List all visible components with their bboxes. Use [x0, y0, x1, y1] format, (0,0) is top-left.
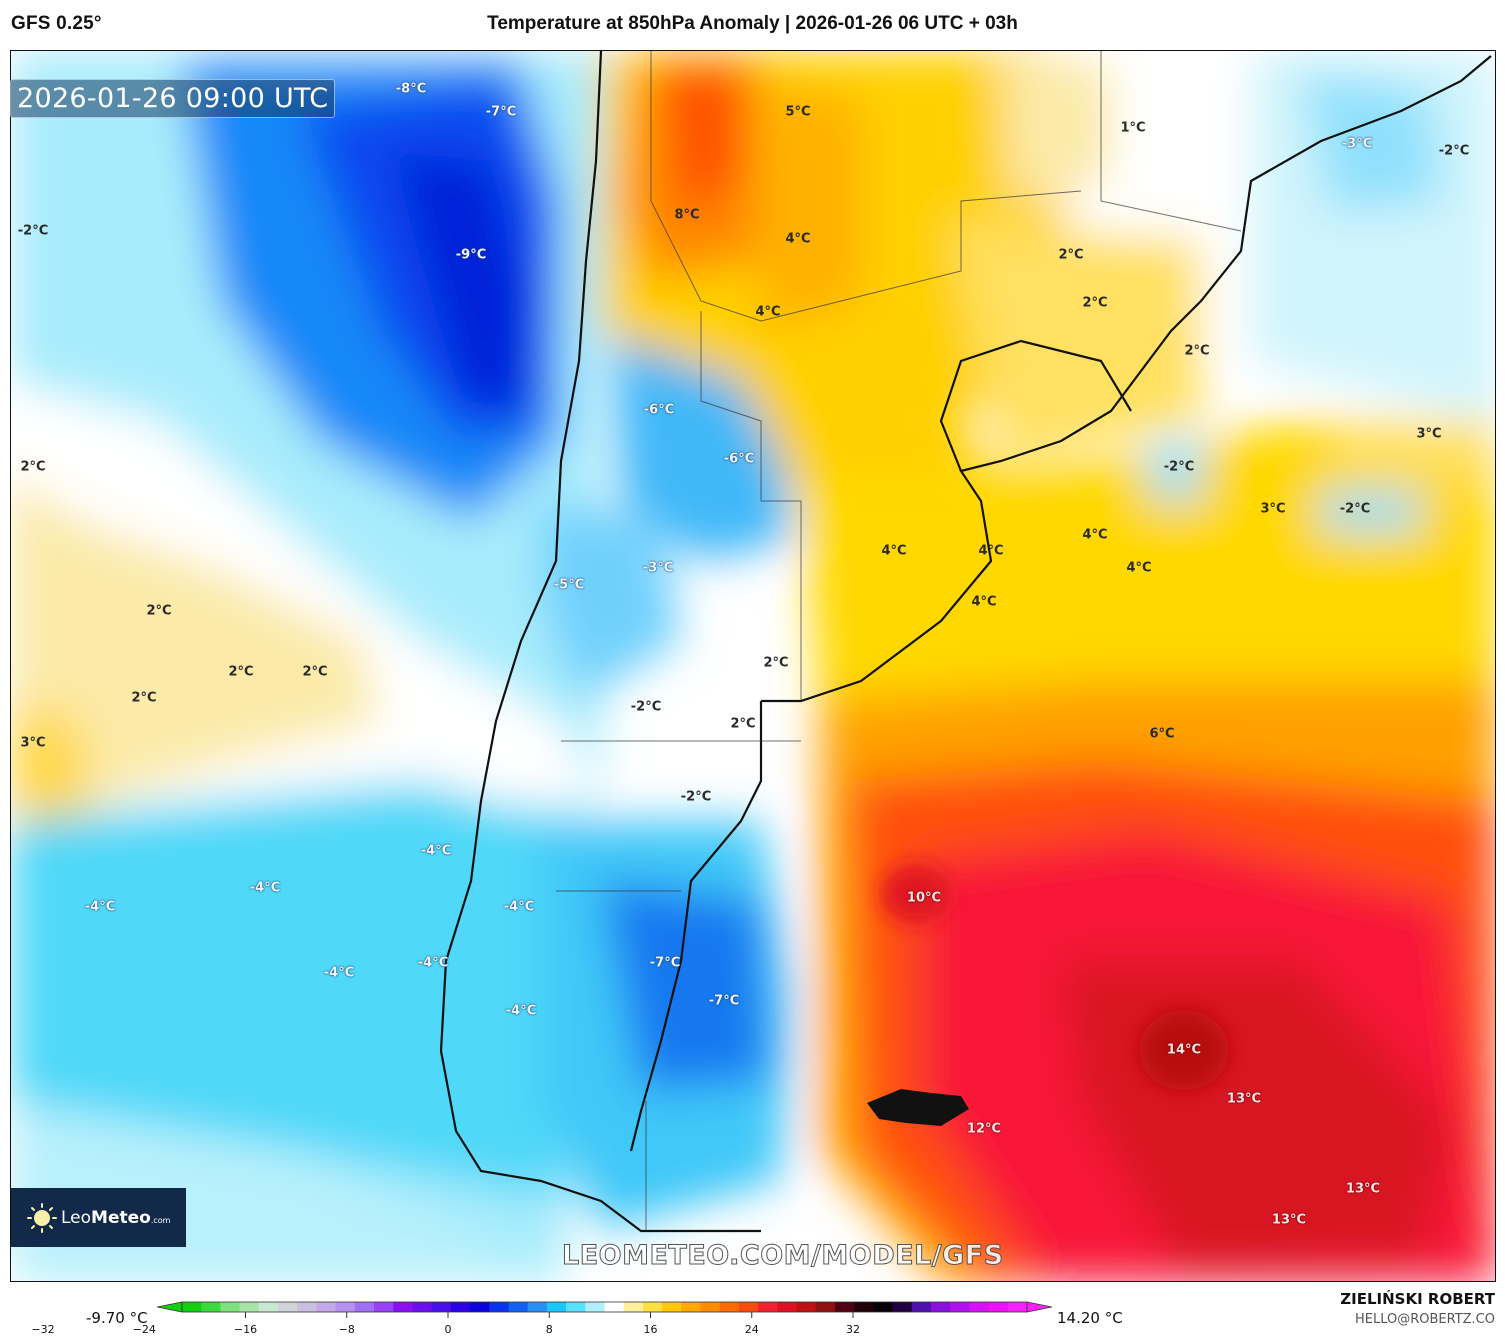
- temperature-label: 8°C: [674, 207, 700, 223]
- colorbar-tick-label: −16: [233, 1323, 258, 1336]
- temperature-label: 1°C: [1120, 120, 1146, 136]
- temperature-label: 2°C: [1082, 295, 1108, 311]
- temperature-label: 2°C: [1058, 247, 1084, 263]
- temperature-label: -4°C: [323, 965, 355, 981]
- colorbar-max-label: 14.20 °C: [1057, 1309, 1123, 1327]
- temperature-label: -4°C: [84, 899, 116, 915]
- author-email[interactable]: HELLO@ROBERTZ.CO: [1354, 1312, 1495, 1327]
- colorbar-tick-label: 32: [846, 1323, 860, 1336]
- leometeo-logo[interactable]: LeoMeteo.com: [11, 1188, 186, 1247]
- temperature-label: -3°C: [1341, 136, 1373, 152]
- temperature-label: 10°C: [906, 890, 942, 906]
- colorbar-gradient: [157, 1301, 1052, 1318]
- model-name: GFS 0.25°: [11, 13, 102, 34]
- temperature-label: 3°C: [20, 735, 46, 751]
- temperature-label: 4°C: [971, 594, 997, 610]
- temperature-label: 12°C: [966, 1121, 1002, 1137]
- temperature-label: -2°C: [1163, 459, 1195, 475]
- colorbar-tick-label: 16: [643, 1323, 658, 1336]
- logo-text: LeoMeteo.com: [61, 1207, 171, 1228]
- map-field: [11, 51, 1495, 1281]
- temperature-label: 13°C: [1271, 1212, 1307, 1228]
- temperature-label: -8°C: [395, 81, 427, 97]
- temperature-label: -4°C: [417, 955, 449, 971]
- temperature-label: -7°C: [485, 104, 517, 120]
- temperature-label: -9°C: [455, 247, 487, 263]
- falkland-islands: [867, 1089, 969, 1126]
- temperature-label: 2°C: [730, 716, 756, 732]
- valid-time-badge: 2026-01-26 09:00 UTC: [10, 79, 336, 118]
- author-credit: ZIELIŃSKI ROBERT HELLO@ROBERTZ.CO: [1340, 1290, 1495, 1327]
- temperature-label: -4°C: [503, 899, 535, 915]
- temperature-label: 3°C: [1416, 426, 1442, 442]
- temperature-label: 2°C: [131, 690, 157, 706]
- author-name: ZIELIŃSKI ROBERT: [1340, 1290, 1495, 1308]
- colorbar: -9.70 °C −32 −24 −16 −8 0 8 16 24 32 14.20 °C: [0, 1290, 1505, 1338]
- temperature-label: 4°C: [785, 231, 811, 247]
- admin-borders: [556, 51, 1242, 1231]
- temperature-label: 4°C: [881, 543, 907, 559]
- temperature-label: 13°C: [1345, 1181, 1381, 1197]
- temperature-label: 2°C: [763, 655, 789, 671]
- temperature-label: -2°C: [17, 223, 49, 239]
- temperature-label: 6°C: [1149, 726, 1175, 742]
- temperature-label: -6°C: [723, 451, 755, 467]
- temperature-label: 3°C: [1260, 501, 1286, 517]
- anomaly-map[interactable]: -8°C -7°C -2°C -9°C 5°C 8°C 4°C 4°C 1°C -3°C -2°C 2…: [10, 50, 1496, 1282]
- temperature-label: -2°C: [1438, 143, 1470, 159]
- temperature-label: -2°C: [680, 789, 712, 805]
- temperature-label: 14°C: [1166, 1042, 1202, 1058]
- temperature-label: -4°C: [505, 1003, 537, 1019]
- temperature-label: 13°C: [1226, 1091, 1262, 1107]
- temperature-label: 2°C: [228, 664, 254, 680]
- temperature-label: -6°C: [643, 402, 675, 418]
- temperature-label: 4°C: [978, 543, 1004, 559]
- temperature-label: 2°C: [1184, 343, 1210, 359]
- colorbar-tick-label: −8: [338, 1323, 355, 1336]
- colorbar-tick-label: 24: [744, 1323, 759, 1336]
- temperature-label: 2°C: [20, 459, 46, 475]
- temperature-label: 4°C: [1082, 527, 1108, 543]
- temperature-label: 5°C: [785, 104, 811, 120]
- temperature-label: -7°C: [708, 993, 740, 1009]
- sun-icon: [27, 1202, 57, 1233]
- chart-title: Temperature at 850hPa Anomaly | 2026-01-…: [487, 13, 1018, 34]
- colorbar-tick-label: 8: [545, 1323, 553, 1336]
- temperature-label: -4°C: [420, 843, 452, 859]
- temperature-label: -4°C: [249, 880, 281, 896]
- colorbar-tick-label: −24: [132, 1323, 156, 1336]
- temperature-label: 2°C: [146, 603, 172, 619]
- temperature-label: -2°C: [1339, 501, 1371, 517]
- temperature-label: -3°C: [642, 560, 674, 576]
- site-watermark: LEOMETEO.COM/MODEL/GFS: [562, 1240, 1004, 1272]
- colorbar-min-label: -9.70 °C: [86, 1309, 148, 1327]
- colorbar-tick-label: −32: [31, 1323, 55, 1336]
- temperature-label: 4°C: [1126, 560, 1152, 576]
- temperature-label: 4°C: [755, 304, 781, 320]
- coastline: [439, 51, 1492, 1233]
- temperature-label: 2°C: [302, 664, 328, 680]
- colorbar-tick-label: 0: [444, 1323, 452, 1336]
- temperature-label: -7°C: [649, 955, 681, 971]
- temperature-label: -5°C: [553, 577, 585, 593]
- temperature-label: -2°C: [630, 699, 662, 715]
